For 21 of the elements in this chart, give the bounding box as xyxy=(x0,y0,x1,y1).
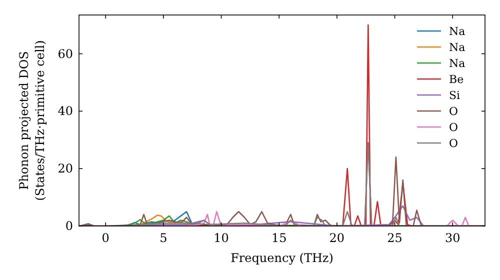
y-tick-label: 0 xyxy=(65,219,73,233)
y-axis-title: Phonon projected DOS (States/THz·primitive cell) xyxy=(17,40,47,201)
legend-label: Na xyxy=(449,41,466,54)
x-tick-label: 5 xyxy=(160,231,168,245)
legend-label: O xyxy=(449,105,458,118)
x-tick-label: 20 xyxy=(329,231,345,245)
legend-label: O xyxy=(449,137,458,150)
x-tick-label: 0 xyxy=(102,231,110,245)
x-axis-title: Frequency (THz) xyxy=(230,251,334,265)
legend-label: Na xyxy=(449,57,466,70)
y-tick-label: 60 xyxy=(58,46,73,61)
legend-label: Na xyxy=(449,25,466,38)
y-tick-label: 40 xyxy=(58,104,73,118)
x-tick-label: 15 xyxy=(271,231,287,245)
x-tick-label: 10 xyxy=(214,231,229,245)
x-tick-label: 30 xyxy=(444,231,460,245)
legend-label: Si xyxy=(449,89,461,102)
y-tick-label: 20 xyxy=(58,162,73,176)
legend-label: Be xyxy=(449,73,464,86)
x-tick-label: 25 xyxy=(387,231,402,245)
legend-label: O xyxy=(449,121,458,134)
